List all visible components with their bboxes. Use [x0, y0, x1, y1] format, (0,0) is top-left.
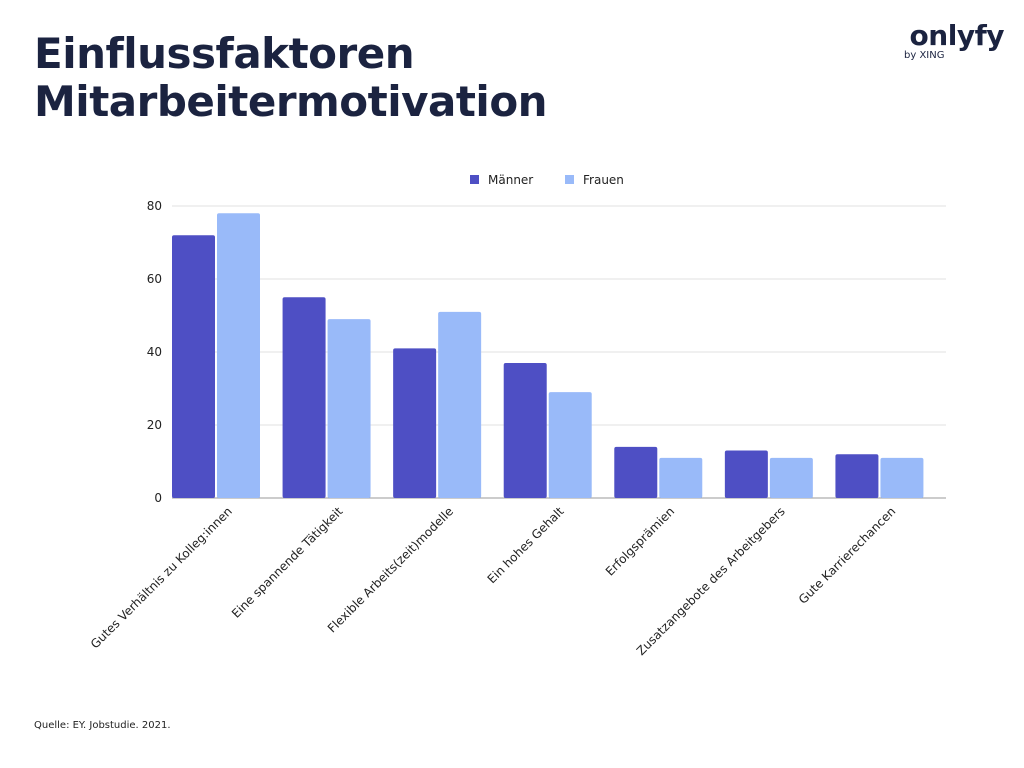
y-tick-label: 80 [147, 199, 162, 213]
x-tick-label: Erfolgsprämien [603, 504, 677, 578]
bar-frauen [438, 311, 482, 498]
x-tick-label: Eine spannende Tätigkeit [229, 504, 346, 621]
bar-frauen [217, 213, 260, 499]
page-title: Einflussfaktoren Mitarbeitermotivation [34, 29, 548, 126]
bar-frauen [769, 457, 813, 498]
bar-maenner [172, 235, 215, 498]
bar-frauen [880, 457, 924, 498]
logo-subtitle: by XING [904, 50, 945, 61]
y-tick-label: 40 [147, 345, 162, 359]
bar-frauen [548, 392, 592, 498]
bar-maenner [282, 297, 326, 498]
x-tick-label: Flexible Arbeits(zeit)modelle [325, 504, 456, 635]
y-tick-label: 60 [147, 272, 162, 286]
bar-maenner [835, 454, 879, 498]
legend-swatch [470, 175, 479, 184]
legend-swatch [565, 175, 574, 184]
bar-frauen [659, 457, 703, 498]
title-line-1: Einflussfaktoren [34, 29, 415, 78]
y-tick-label: 20 [147, 418, 162, 432]
logo-wordmark: onlyfy [909, 19, 1005, 52]
x-tick-label: Gute Karrierechancen [796, 504, 899, 607]
source-note: Quelle: EY. Jobstudie. 2021. [34, 720, 171, 731]
legend-label: Männer [488, 173, 533, 187]
bar-maenner [503, 362, 547, 498]
x-tick-label: Gutes Verhältnis zu Kolleg:innen [88, 504, 235, 651]
bar-frauen [327, 319, 371, 498]
title-line-2: Mitarbeitermotivation [34, 77, 548, 126]
x-tick-label: Ein hohes Gehalt [485, 504, 567, 586]
legend-label: Frauen [583, 173, 624, 187]
y-tick-label: 0 [154, 491, 162, 505]
bar-maenner [724, 450, 768, 498]
bar-maenner [393, 348, 437, 498]
onlyfy-logo: onlyfy by XING [904, 19, 1005, 70]
bar-maenner [614, 446, 658, 498]
